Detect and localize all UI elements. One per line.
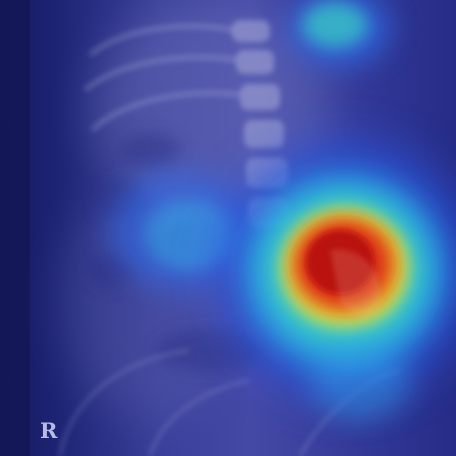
laterality-marker-r: R xyxy=(40,418,58,443)
